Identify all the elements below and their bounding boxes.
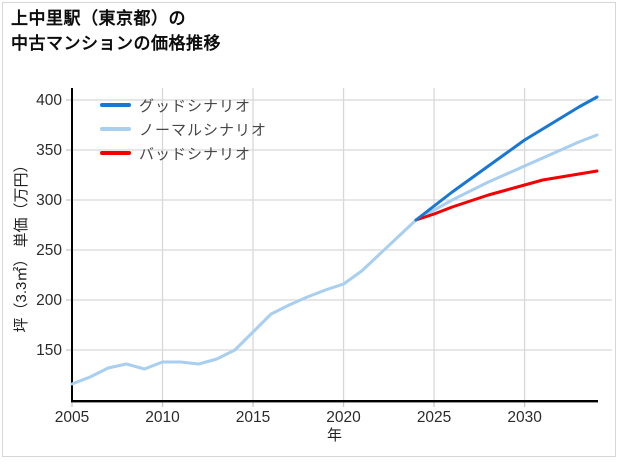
legend-item-normal-scenario: ノーマルシナリオ [100, 117, 267, 141]
y-tick-label: 250 [36, 242, 62, 259]
y-tick-label: 200 [36, 292, 62, 309]
page-title-line-2: 中古マンションの価格推移 [11, 33, 221, 53]
y-tick-label: 150 [36, 342, 62, 359]
normal-scenario-line [70, 133, 599, 386]
x-axis-spine [71, 400, 598, 403]
y-tick-label: 300 [36, 192, 62, 209]
y-axis-title: 坪（3.3㎡） 単価（万円） [13, 157, 30, 333]
y-axis-spine [71, 88, 73, 402]
x-tick-label: 2010 [145, 409, 180, 426]
x-tick-label: 2015 [236, 409, 270, 426]
y-tick-label: 350 [36, 142, 62, 159]
legend-label-good-scenario: グッドシナリオ [139, 97, 252, 115]
bad-scenario-line-swatch [100, 151, 131, 155]
legend-label-normal-scenario: ノーマルシナリオ [139, 121, 268, 139]
bad-scenario-line [414, 169, 599, 222]
legend-item-bad-scenario: バッドシナリオ [100, 141, 267, 165]
y-tick-label: 400 [36, 92, 62, 109]
x-tick-label: 2005 [55, 409, 89, 426]
legend-item-good-scenario: グッドシナリオ [100, 93, 267, 117]
normal-scenario-line-swatch [100, 127, 131, 131]
chart-legend: グッドシナリオ ノーマルシナリオ バッドシナリオ [100, 93, 267, 165]
good-scenario-line [414, 95, 599, 222]
legend-label-bad-scenario: バッドシナリオ [139, 145, 252, 163]
page-title: 上中里駅（東京都）の 中古マンションの価格推移 [11, 7, 221, 56]
x-tick-label: 2020 [326, 409, 361, 426]
x-axis-title: 年 [326, 427, 342, 444]
page-title-line-1: 上中里駅（東京都）の [11, 9, 186, 28]
good-scenario-line-swatch [100, 103, 131, 107]
x-tick-label: 2030 [507, 409, 542, 426]
x-tick-label: 2025 [417, 409, 451, 426]
